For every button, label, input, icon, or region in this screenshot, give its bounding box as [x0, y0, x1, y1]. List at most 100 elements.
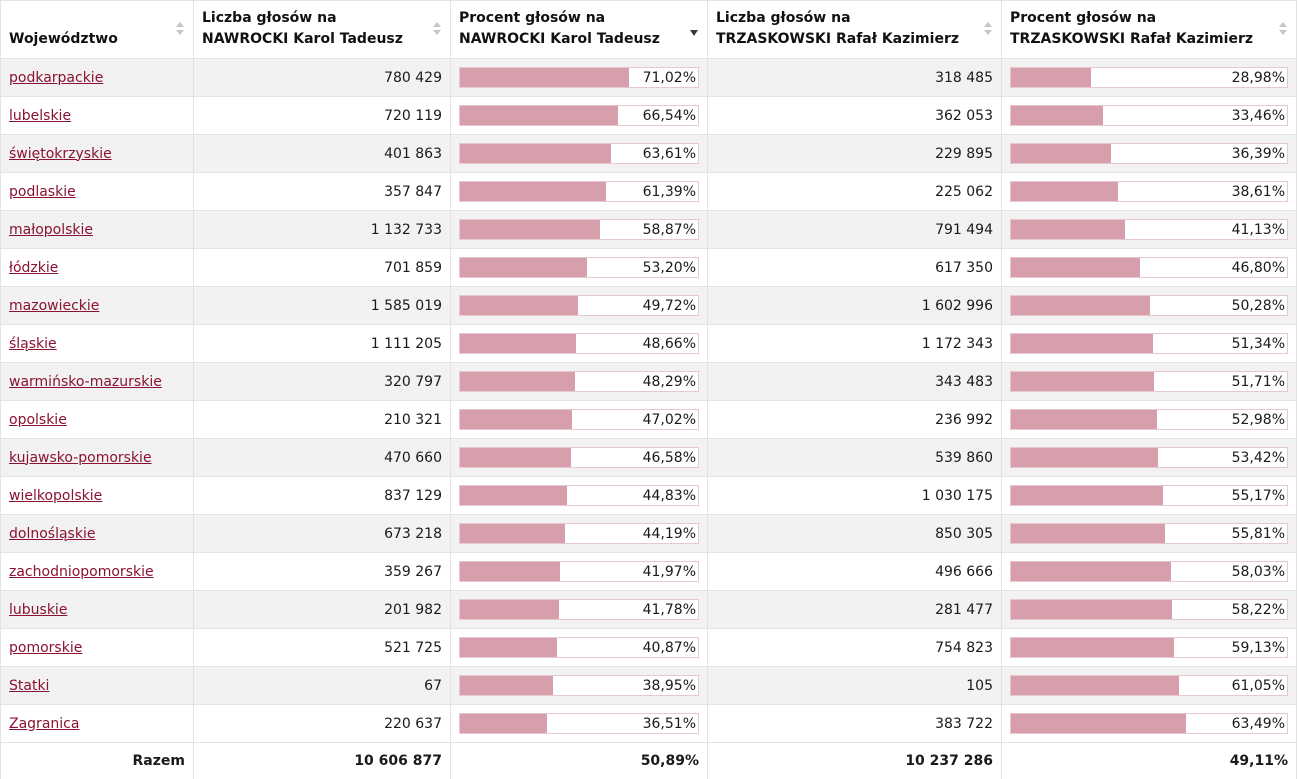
sort-icon[interactable] [1279, 22, 1287, 38]
trzaskowski-votes-cell: 791 494 [707, 210, 1002, 249]
total-label: Razem [0, 742, 194, 779]
percent-bar: 41,97% [459, 561, 699, 582]
trzaskowski-percent-cell: 46,80% [1001, 248, 1297, 287]
percent-bar: 46,58% [459, 447, 699, 468]
nawrocki-percent-cell: 47,02% [450, 400, 708, 439]
trzaskowski-votes-cell: 617 350 [707, 248, 1002, 287]
percent-value: 44,83% [642, 488, 696, 504]
trzaskowski-percent-cell: 41,13% [1001, 210, 1297, 249]
percent-bar: 53,42% [1010, 447, 1288, 468]
nawrocki-percent-cell: 44,19% [450, 514, 708, 553]
region-cell: śląskie [0, 324, 194, 363]
nawrocki-percent-cell: 48,66% [450, 324, 708, 363]
region-link[interactable]: łódzkie [9, 259, 59, 276]
sort-icon[interactable] [176, 22, 184, 38]
trzaskowski-percent-cell: 63,49% [1001, 704, 1297, 743]
region-cell: kujawsko-pomorskie [0, 438, 194, 477]
percent-bar: 40,87% [459, 637, 699, 658]
trzaskowski-percent-cell: 52,98% [1001, 400, 1297, 439]
nawrocki-votes-cell: 67 [193, 666, 451, 705]
percent-value: 48,66% [642, 336, 696, 352]
percent-bar-fill [1011, 714, 1187, 733]
table-header: Województwo Liczba głosów na NAWROCKI Ka… [0, 0, 1297, 59]
region-link[interactable]: kujawsko-pomorskie [9, 449, 152, 466]
trzaskowski-percent-cell: 50,28% [1001, 286, 1297, 325]
trzaskowski-votes-cell: 362 053 [707, 96, 1002, 135]
trzaskowski-votes-cell: 105 [707, 666, 1002, 705]
region-cell: dolnośląskie [0, 514, 194, 553]
table-row: Zagranica 220 637 36,51% 383 722 63,49% [0, 704, 1297, 743]
table-row: śląskie 1 111 205 48,66% 1 172 343 51,34% [0, 324, 1297, 363]
region-link[interactable]: opolskie [9, 411, 67, 428]
percent-value: 61,39% [642, 184, 696, 200]
nawrocki-votes-cell: 359 267 [193, 552, 451, 591]
column-header-label: NAWROCKI Karol Tadeusz [202, 31, 403, 47]
percent-bar-fill [460, 600, 560, 619]
column-header-nawrocki-votes[interactable]: Liczba głosów na NAWROCKI Karol Tadeusz [193, 0, 451, 59]
region-link[interactable]: zachodniopomorskie [9, 563, 154, 580]
region-link[interactable]: warmińsko-mazurskie [9, 373, 162, 390]
region-link[interactable]: lubuskie [9, 601, 68, 618]
region-link[interactable]: małopolskie [9, 221, 94, 238]
trzaskowski-votes-cell: 1 030 175 [707, 476, 1002, 515]
percent-value: 46,58% [642, 450, 696, 466]
column-header-label: Województwo [9, 31, 118, 47]
percent-bar-fill [1011, 372, 1154, 391]
percent-bar-fill [1011, 106, 1104, 125]
percent-value: 63,61% [642, 146, 696, 162]
percent-bar-fill [460, 676, 553, 695]
table-row: mazowieckie 1 585 019 49,72% 1 602 996 50,28… [0, 286, 1297, 325]
percent-bar: 28,98% [1010, 67, 1288, 88]
percent-bar-fill [460, 562, 560, 581]
nawrocki-percent-cell: 66,54% [450, 96, 708, 135]
sort-icon[interactable] [433, 22, 441, 38]
column-header-wojewodztwo[interactable]: Województwo [0, 0, 194, 59]
region-link[interactable]: śląskie [9, 335, 57, 352]
percent-bar: 61,39% [459, 181, 699, 202]
region-link[interactable]: lubelskie [9, 107, 72, 124]
percent-bar: 41,13% [1010, 219, 1288, 240]
column-header-trzaskowski-votes[interactable]: Liczba głosów na TRZASKOWSKI Rafał Kazim… [707, 0, 1002, 59]
region-cell: pomorskie [0, 628, 194, 667]
sort-icon[interactable] [984, 22, 992, 38]
region-link[interactable]: świętokrzyskie [9, 145, 112, 162]
trzaskowski-votes-cell: 496 666 [707, 552, 1002, 591]
percent-value: 53,20% [642, 260, 696, 276]
region-link[interactable]: dolnośląskie [9, 525, 96, 542]
nawrocki-percent-cell: 41,97% [450, 552, 708, 591]
region-link[interactable]: podkarpackie [9, 69, 104, 86]
column-header-trzaskowski-percent[interactable]: Procent głosów na TRZASKOWSKI Rafał Kazi… [1001, 0, 1297, 59]
percent-bar: 48,29% [459, 371, 699, 392]
nawrocki-percent-cell: 49,72% [450, 286, 708, 325]
trzaskowski-percent-cell: 59,13% [1001, 628, 1297, 667]
percent-value: 50,28% [1231, 298, 1285, 314]
region-link[interactable]: podlaskie [9, 183, 76, 200]
percent-bar-fill [460, 410, 572, 429]
column-header-nawrocki-percent[interactable]: Procent głosów na NAWROCKI Karol Tadeusz [450, 0, 708, 59]
region-link[interactable]: Zagranica [9, 715, 80, 732]
percent-value: 66,54% [642, 108, 696, 124]
region-link[interactable]: Statki [9, 677, 50, 694]
region-link[interactable]: mazowieckie [9, 297, 100, 314]
percent-value: 49,72% [642, 298, 696, 314]
trzaskowski-percent-cell: 36,39% [1001, 134, 1297, 173]
sort-desc-icon[interactable] [690, 22, 698, 38]
percent-bar-fill [460, 182, 607, 201]
region-link[interactable]: pomorskie [9, 639, 83, 656]
region-cell: podkarpackie [0, 58, 194, 97]
trzaskowski-votes-cell: 850 305 [707, 514, 1002, 553]
trzaskowski-percent-cell: 33,46% [1001, 96, 1297, 135]
nawrocki-votes-cell: 401 863 [193, 134, 451, 173]
percent-bar-fill [460, 714, 547, 733]
nawrocki-percent-cell: 36,51% [450, 704, 708, 743]
trzaskowski-votes-cell: 343 483 [707, 362, 1002, 401]
region-link[interactable]: wielkopolskie [9, 487, 103, 504]
column-header-label: TRZASKOWSKI Rafał Kazimierz [1010, 31, 1253, 47]
percent-bar: 49,72% [459, 295, 699, 316]
total-row: Razem 10 606 877 50,89% 10 237 286 49,11… [0, 742, 1297, 779]
percent-bar-fill [1011, 182, 1118, 201]
table-row: pomorskie 521 725 40,87% 754 823 59,13% [0, 628, 1297, 667]
percent-value: 38,95% [642, 678, 696, 694]
percent-bar: 33,46% [1010, 105, 1288, 126]
total-nawrocki-votes: 10 606 877 [193, 742, 451, 779]
